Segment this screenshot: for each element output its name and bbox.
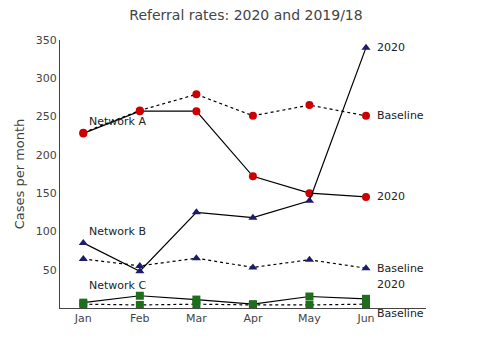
svg-text:Apr: Apr xyxy=(243,312,263,325)
svg-text:300: 300 xyxy=(36,72,57,85)
svg-text:200: 200 xyxy=(36,149,57,162)
svg-text:50: 50 xyxy=(43,264,57,277)
svg-text:2020: 2020 xyxy=(377,41,405,54)
svg-text:Feb: Feb xyxy=(130,312,149,325)
svg-text:350: 350 xyxy=(36,34,57,47)
svg-text:Baseline: Baseline xyxy=(377,262,424,275)
svg-text:Jan: Jan xyxy=(74,312,92,325)
svg-text:Baseline: Baseline xyxy=(377,109,424,122)
svg-text:100: 100 xyxy=(36,225,57,238)
svg-text:150: 150 xyxy=(36,187,57,200)
svg-text:Network A: Network A xyxy=(89,115,146,128)
svg-text:Baseline: Baseline xyxy=(377,307,424,320)
svg-text:Cases per month: Cases per month xyxy=(12,119,27,230)
svg-text:Referral rates: 2020 and 2019/: Referral rates: 2020 and 2019/18 xyxy=(129,7,362,23)
svg-text:Jun: Jun xyxy=(356,312,374,325)
svg-text:2020: 2020 xyxy=(377,278,405,291)
svg-text:May: May xyxy=(298,312,321,325)
svg-text:Mar: Mar xyxy=(186,312,207,325)
svg-text:Network B: Network B xyxy=(89,225,146,238)
svg-text:250: 250 xyxy=(36,110,57,123)
svg-text:2020: 2020 xyxy=(377,190,405,203)
svg-text:Network C: Network C xyxy=(89,279,146,292)
